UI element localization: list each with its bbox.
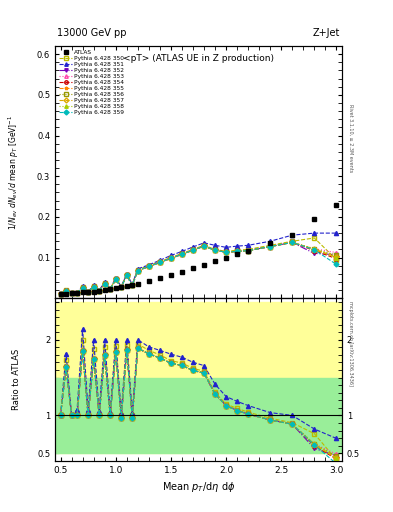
Bar	[55, 302, 342, 453]
Text: 13000 GeV pp: 13000 GeV pp	[57, 28, 127, 38]
Legend: ATLAS, Pythia 6.428 350, Pythia 6.428 351, Pythia 6.428 352, Pythia 6.428 353, P: ATLAS, Pythia 6.428 350, Pythia 6.428 35…	[57, 49, 126, 117]
Y-axis label: Ratio to ATLAS: Ratio to ATLAS	[11, 349, 20, 410]
Bar	[55, 377, 342, 453]
Text: Z+Jet: Z+Jet	[312, 28, 340, 38]
Y-axis label: $1/N_{ev}$ $dN_{ev}/d$ mean $p_T$ [GeV]$^{-1}$: $1/N_{ev}$ $dN_{ev}/d$ mean $p_T$ [GeV]$…	[6, 115, 20, 230]
X-axis label: Mean $p_T$/d$\eta$ d$\phi$: Mean $p_T$/d$\eta$ d$\phi$	[162, 480, 235, 494]
Text: mcplots.cern.ch [arXiv:1306.3436]: mcplots.cern.ch [arXiv:1306.3436]	[348, 301, 353, 386]
Text: <pT> (ATLAS UE in Z production): <pT> (ATLAS UE in Z production)	[123, 54, 274, 62]
Text: Rivet 3.1.10, ≥ 2.3M events: Rivet 3.1.10, ≥ 2.3M events	[348, 104, 353, 173]
